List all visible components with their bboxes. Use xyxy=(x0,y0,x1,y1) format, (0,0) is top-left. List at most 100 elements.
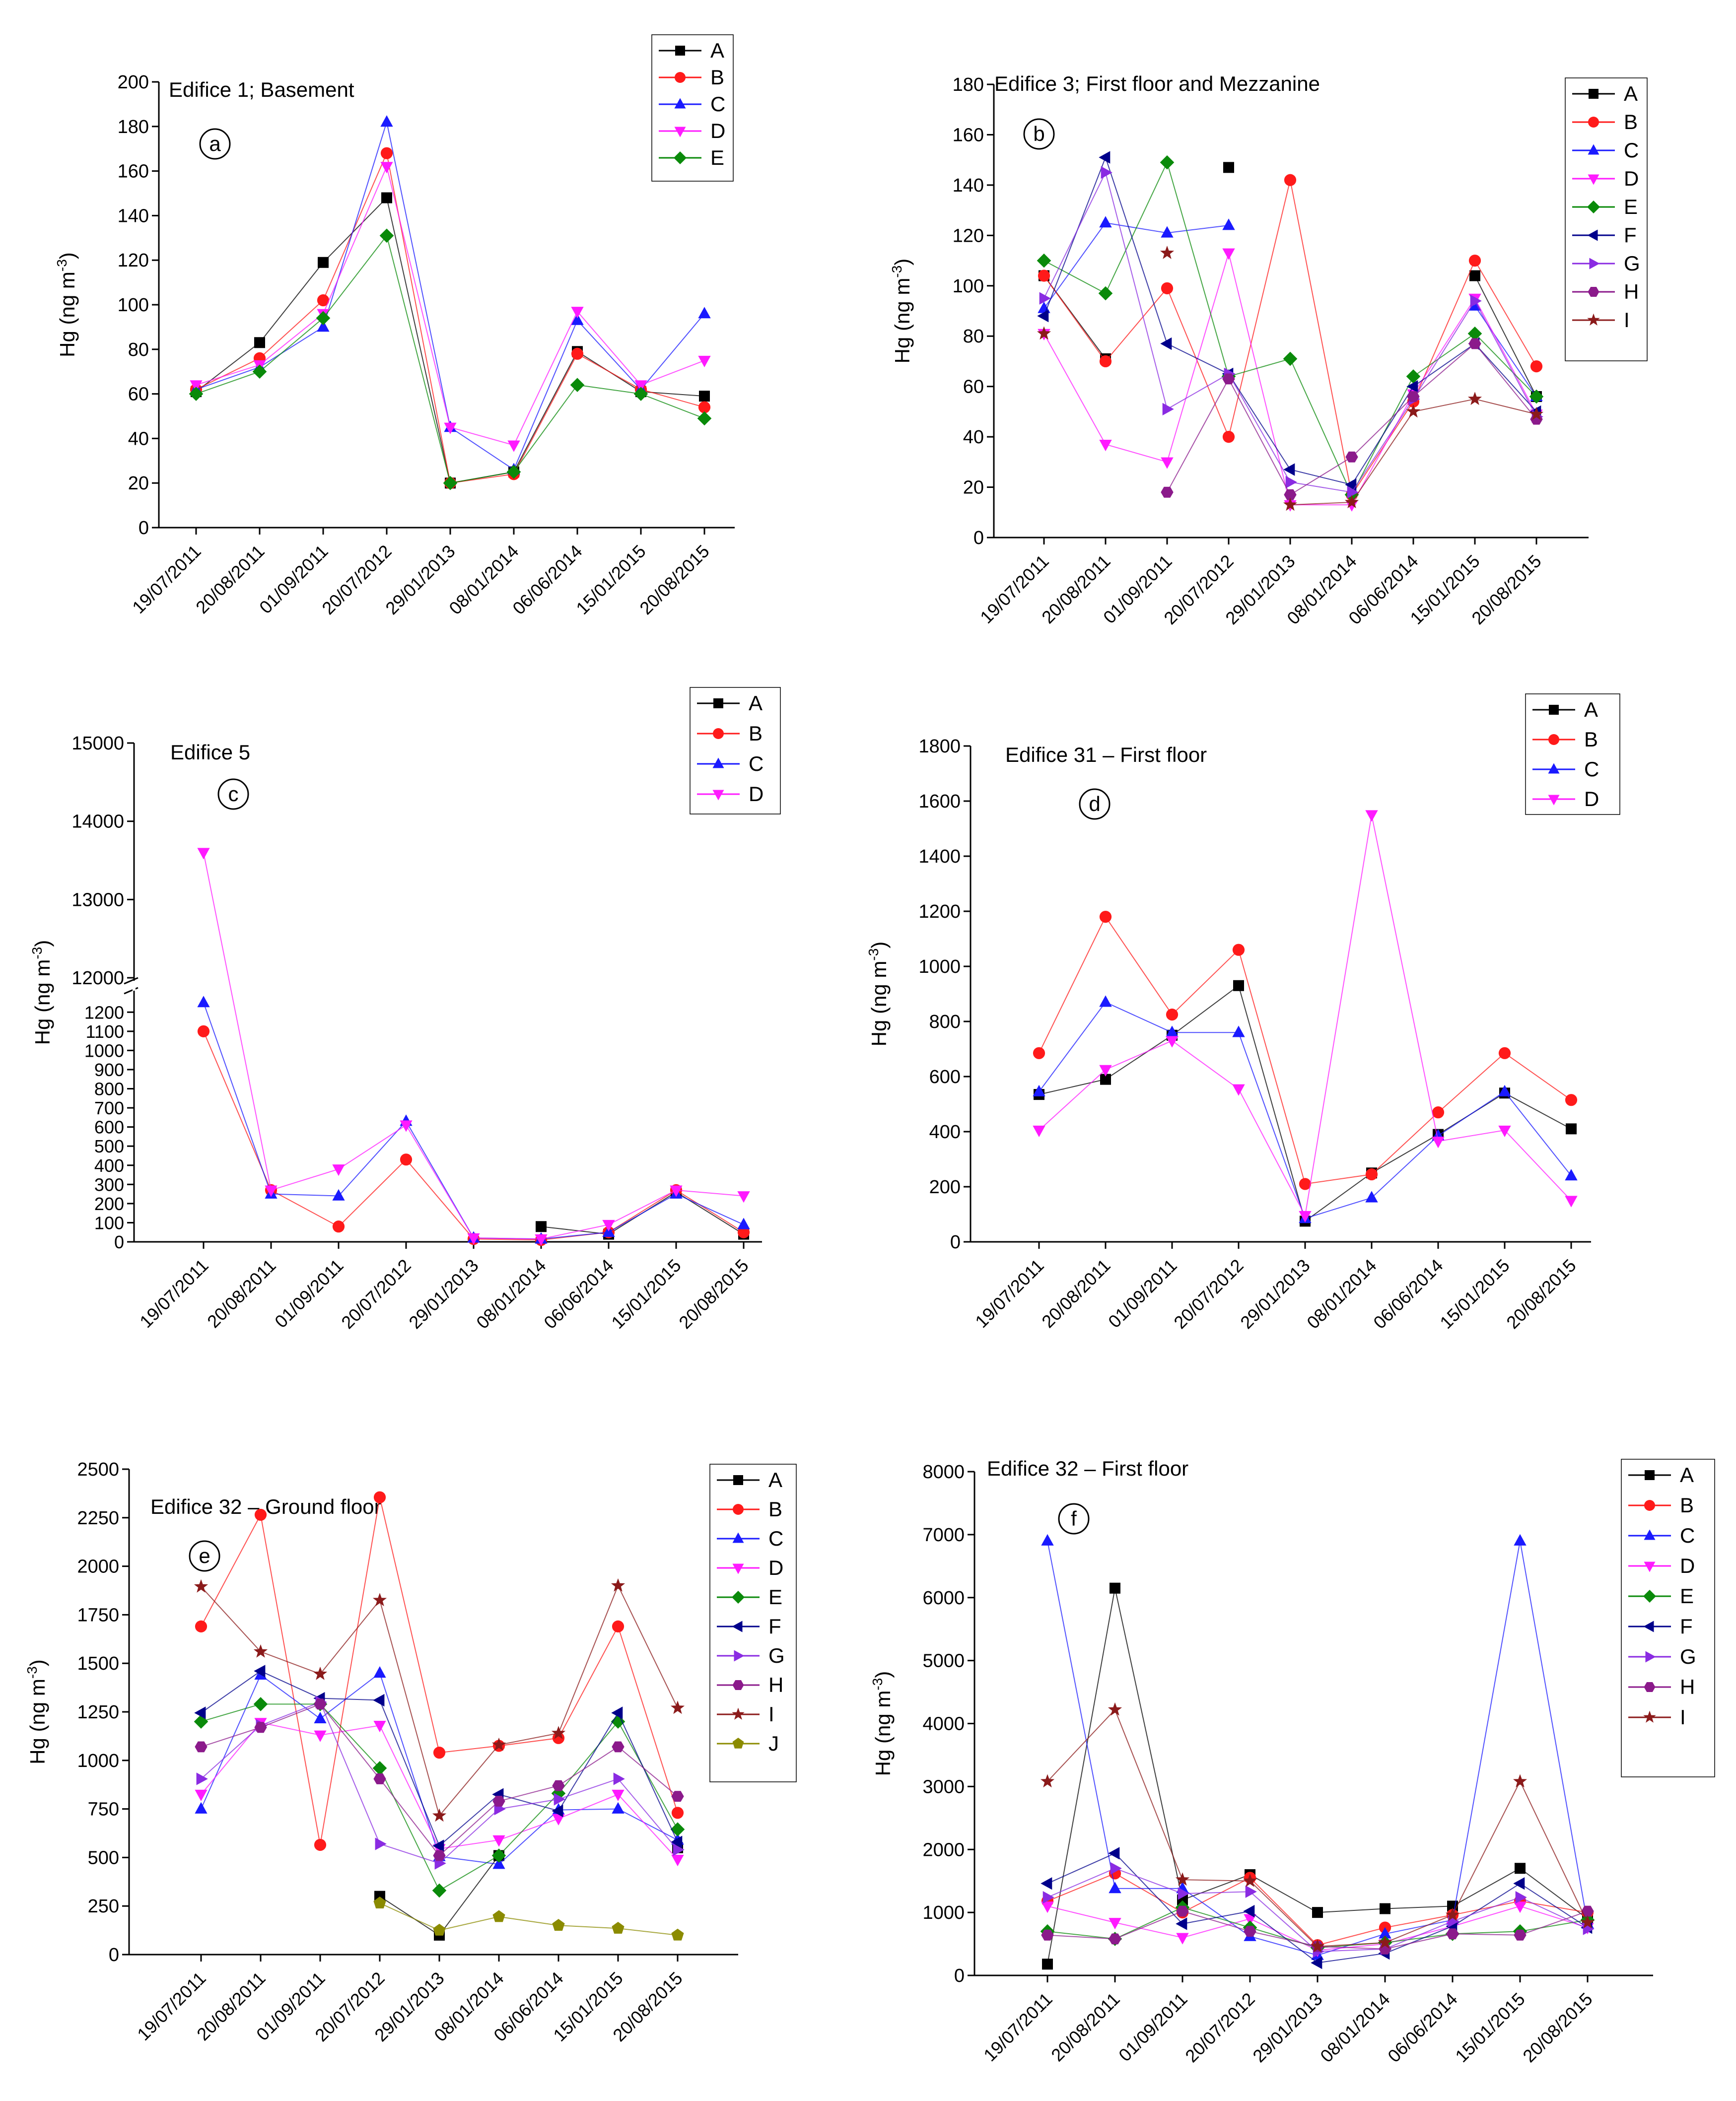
legend-marker-E xyxy=(1587,201,1600,213)
data-point-C xyxy=(1379,1927,1391,1939)
data-point-B xyxy=(1468,254,1481,267)
legend-marker-D xyxy=(732,1563,744,1574)
y-axis-label-end: ) xyxy=(56,252,79,259)
legend-label-A: A xyxy=(1680,1463,1694,1487)
legend-label-G: G xyxy=(768,1644,785,1667)
y-tick-label: 400 xyxy=(94,1155,124,1176)
legend-marker-C xyxy=(712,757,724,768)
data-point-E xyxy=(1160,155,1175,170)
data-point-F xyxy=(432,1839,444,1852)
data-point-D xyxy=(507,440,520,452)
data-point-I xyxy=(670,1700,685,1714)
legend-marker-D xyxy=(674,127,686,137)
data-point-I xyxy=(1378,1935,1392,1949)
data-point-E xyxy=(570,378,585,392)
data-point-B xyxy=(1299,1178,1312,1190)
legend-box xyxy=(709,1464,797,1782)
legend-marker-A xyxy=(1549,705,1559,715)
data-point-D xyxy=(1345,500,1358,512)
data-point-D xyxy=(1041,1901,1054,1913)
legend-marker-D xyxy=(1644,1561,1656,1572)
legend-marker-I xyxy=(732,1707,745,1720)
data-point-H xyxy=(314,1698,327,1710)
series-line-D xyxy=(203,852,744,1240)
data-point-I xyxy=(1513,1774,1528,1788)
chart-title: Edifice 3; First floor and Mezzanine xyxy=(994,72,1320,95)
data-point-I xyxy=(313,1666,328,1680)
data-point-I xyxy=(194,1579,208,1593)
y-tick-label: 0 xyxy=(109,1945,119,1965)
series-line-B xyxy=(201,1497,678,1845)
x-tick-label: 20/08/2015 xyxy=(1519,1989,1596,2066)
legend-label-G: G xyxy=(1680,1645,1696,1668)
y-axis-label-main: Hg (ng m xyxy=(31,959,54,1045)
data-point-C xyxy=(1109,1882,1121,1894)
data-point-A xyxy=(1380,1903,1390,1914)
legend-marker-C xyxy=(732,1532,744,1543)
series-line-J xyxy=(379,1902,678,1936)
data-point-B xyxy=(380,147,393,159)
y-tick-label: 120 xyxy=(953,225,984,246)
data-point-D xyxy=(1033,1125,1045,1137)
data-point-B xyxy=(317,294,330,307)
y-tick-label: 80 xyxy=(963,326,984,347)
x-tick-label: 20/08/2015 xyxy=(675,1255,752,1333)
data-point-H xyxy=(1407,391,1420,402)
data-point-H xyxy=(433,1850,446,1861)
x-tick-label: 19/07/2011 xyxy=(979,1989,1056,2066)
data-point-B xyxy=(332,1220,345,1233)
series-A xyxy=(1039,162,1542,402)
data-point-B xyxy=(400,1153,413,1166)
data-point-D xyxy=(190,380,203,392)
y-tick-label: 60 xyxy=(963,377,984,398)
series-D xyxy=(197,848,750,1246)
y-tick-label: 1400 xyxy=(918,846,961,867)
x-tick-label: 06/06/2014 xyxy=(540,1255,617,1333)
y-tick-label: 40 xyxy=(128,428,149,449)
data-point-D xyxy=(1166,1036,1179,1048)
data-point-J xyxy=(612,1922,625,1934)
data-point-E xyxy=(1283,351,1298,366)
data-point-C xyxy=(737,1218,750,1229)
y-tick-label: 100 xyxy=(953,276,984,297)
y-axis-label-superscript: -3 xyxy=(24,1666,40,1679)
data-point-H xyxy=(492,1796,505,1807)
y-tick-label: 400 xyxy=(929,1122,961,1143)
data-point-J xyxy=(492,1910,505,1922)
legend-label-C: C xyxy=(1624,138,1639,162)
y-tick-label: 120 xyxy=(118,250,149,271)
legend-marker-G xyxy=(1645,1651,1656,1663)
data-point-I xyxy=(372,1593,387,1607)
axis-break-mark xyxy=(124,977,139,985)
series-line-D xyxy=(201,1722,678,1860)
data-point-H xyxy=(373,1773,386,1784)
data-point-J xyxy=(373,1897,386,1908)
y-tick-label: 100 xyxy=(94,1213,124,1233)
data-point-D xyxy=(380,162,393,174)
legend-label-B: B xyxy=(1584,728,1598,751)
data-point-I xyxy=(1175,1872,1190,1886)
data-point-E xyxy=(1098,286,1113,301)
data-point-C xyxy=(698,307,711,319)
data-point-F xyxy=(1160,337,1172,350)
legend-label-A: A xyxy=(1624,82,1638,105)
y-axis-label: Hg (ng m-3) xyxy=(24,1659,49,1764)
data-point-C xyxy=(1498,1084,1511,1096)
data-point-G xyxy=(1042,1891,1054,1904)
data-point-B xyxy=(698,401,711,413)
data-point-B xyxy=(1099,911,1112,923)
data-point-I xyxy=(1160,246,1175,259)
x-tick-label: 20/08/2015 xyxy=(1502,1255,1580,1333)
data-point-F xyxy=(611,1706,623,1719)
y-tick-label: 60 xyxy=(128,384,149,405)
data-point-C xyxy=(1514,1534,1527,1546)
y-tick-label: 0 xyxy=(950,1232,961,1253)
data-point-H xyxy=(1581,1905,1594,1917)
data-point-I xyxy=(1310,1939,1325,1953)
y-tick-label: 4000 xyxy=(922,1714,965,1735)
data-point-B xyxy=(571,347,584,360)
panel-label-circle xyxy=(199,128,231,160)
legend-label-B: B xyxy=(749,722,763,745)
